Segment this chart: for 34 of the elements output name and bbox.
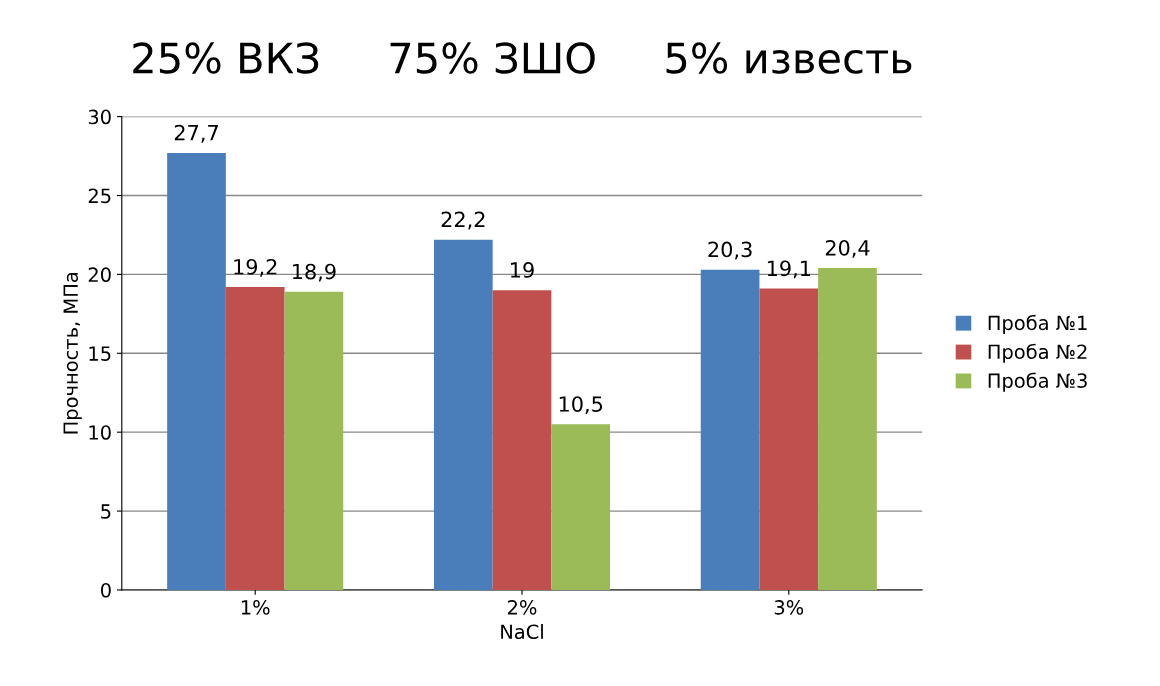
y-tick-label: 15	[89, 346, 111, 361]
data-label: 27,7	[174, 124, 218, 143]
legend-label: Проба №3	[988, 372, 1087, 392]
legend-label: Проба №2	[988, 343, 1087, 363]
x-tick-label: 1%	[241, 600, 270, 615]
data-label: 19	[511, 262, 534, 278]
y-tick-label: 20	[88, 267, 111, 283]
bar	[700, 269, 760, 590]
x-tick-label: 2%	[508, 600, 537, 615]
y-tick-label: 5	[101, 504, 111, 519]
y-tick-label: 25	[88, 188, 111, 204]
bar	[759, 288, 819, 590]
data-label: 10,5	[559, 396, 603, 415]
data-label: 19,1	[767, 260, 811, 279]
data-label: 22,2	[441, 211, 485, 230]
y-tick-label: 10	[89, 425, 111, 440]
data-label: 19,2	[234, 258, 277, 277]
bar	[818, 268, 877, 590]
bar	[433, 239, 493, 590]
bar	[167, 152, 226, 590]
bar	[284, 291, 344, 590]
x-tick-label: 3%	[774, 600, 804, 615]
data-label: 20,3	[708, 241, 752, 260]
legend-label: Проба №1	[988, 314, 1087, 334]
x-axis-title: NaCl	[501, 624, 543, 640]
y-tick-label: 30	[88, 109, 111, 125]
bar	[492, 290, 552, 590]
y-axis-title: Прочность, МПа	[63, 273, 82, 434]
bar	[225, 287, 285, 590]
data-label: 18,9	[292, 263, 336, 282]
y-tick-label: 0	[100, 582, 111, 598]
data-label: 20,4	[825, 239, 870, 258]
bar	[551, 424, 611, 590]
chart-title: 25% ВКЗ 75% ЗШО 5% известь	[133, 42, 912, 74]
